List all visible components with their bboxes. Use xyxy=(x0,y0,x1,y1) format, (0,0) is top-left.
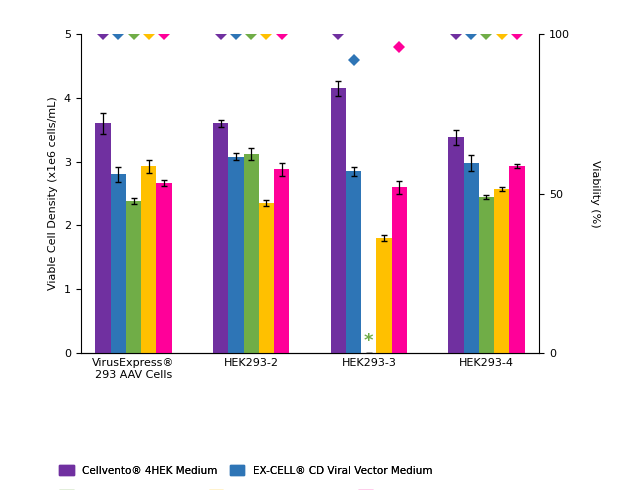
Legend: Competitor Medium A, Competitor Medium B, Competitor Medium C: Competitor Medium A, Competitor Medium B… xyxy=(55,486,500,490)
Bar xyxy=(510,166,525,353)
Text: *: * xyxy=(364,332,374,350)
Bar xyxy=(141,166,156,353)
Bar xyxy=(346,171,361,353)
Bar xyxy=(274,170,290,353)
Legend: Cellvento® 4HEK Medium, EX-CELL® CD Viral Vector Medium: Cellvento® 4HEK Medium, EX-CELL® CD Vira… xyxy=(55,461,436,480)
Bar xyxy=(95,123,110,353)
Bar xyxy=(494,189,510,353)
Bar xyxy=(156,183,172,353)
Bar xyxy=(448,138,464,353)
Bar xyxy=(330,88,346,353)
Bar xyxy=(259,203,274,353)
Bar xyxy=(228,157,244,353)
Bar xyxy=(244,154,259,353)
Bar xyxy=(392,187,407,353)
Bar xyxy=(213,123,228,353)
Y-axis label: Viability (%): Viability (%) xyxy=(590,160,600,227)
Bar xyxy=(376,238,392,353)
Bar xyxy=(479,196,494,353)
Bar xyxy=(110,174,126,353)
Y-axis label: Viable Cell Density (x1e6 cells/mL): Viable Cell Density (x1e6 cells/mL) xyxy=(48,97,58,291)
Bar xyxy=(126,201,141,353)
Bar xyxy=(464,163,479,353)
